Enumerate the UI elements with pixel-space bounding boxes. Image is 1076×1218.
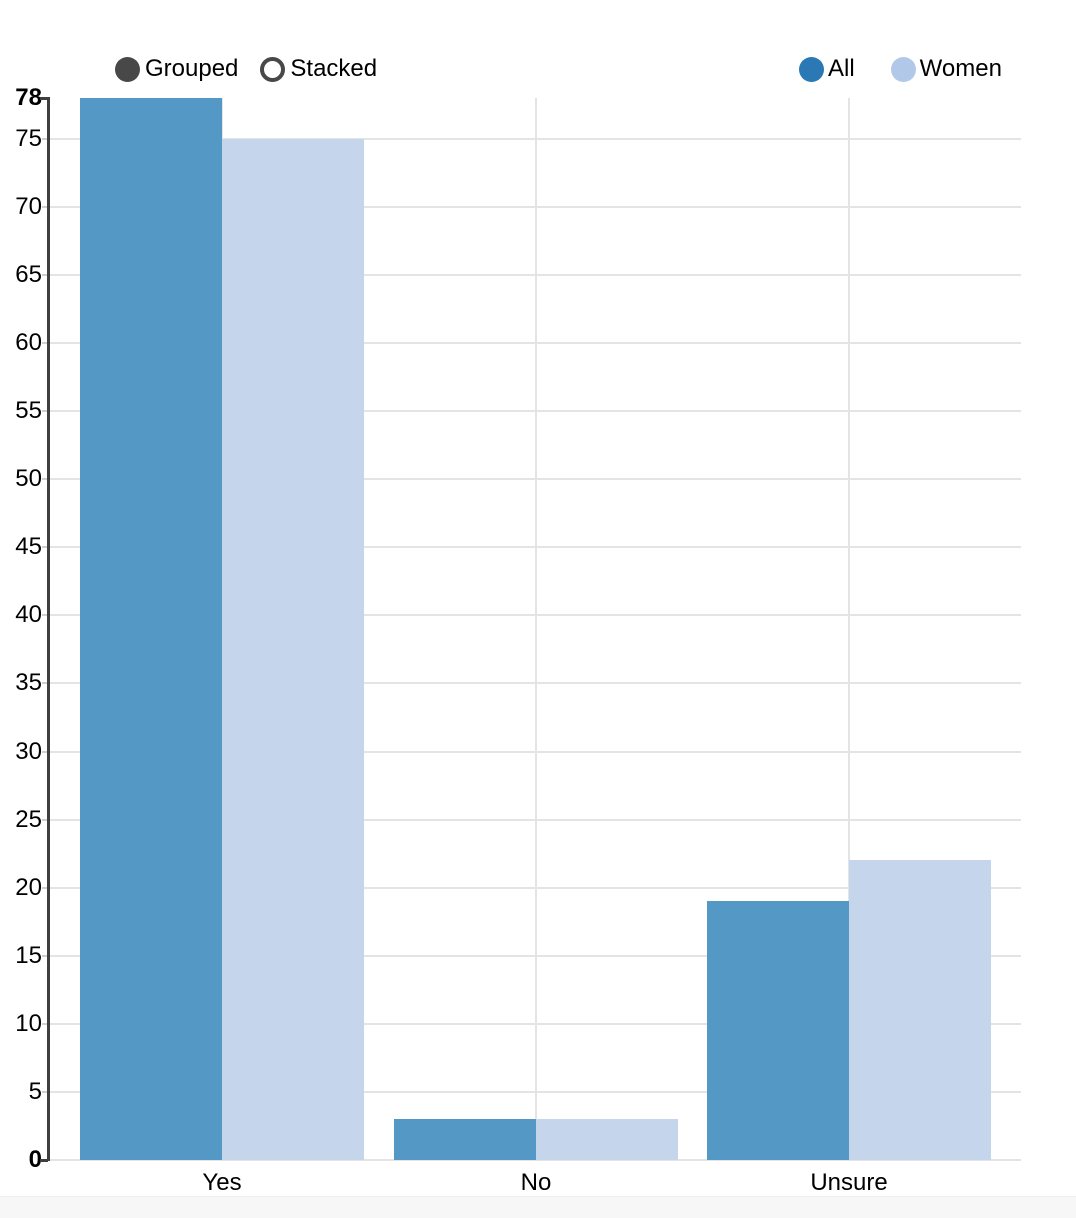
radio-grouped-label[interactable]: Grouped [145, 55, 239, 82]
y-axis-label-65: 65 [15, 261, 42, 288]
y-axis-label-50: 50 [15, 465, 42, 493]
legend-swatch-all-icon [799, 56, 824, 82]
y-axis-label-0: 0 [28, 1146, 42, 1173]
y-axis-label-15: 15 [15, 941, 42, 969]
y-axis-label-25: 25 [15, 805, 42, 833]
y-axis-tick-5 [42, 1090, 48, 1093]
gridline-x-no [535, 98, 537, 1160]
y-axis-tick-40 [42, 614, 48, 617]
legend-swatch-women-icon [890, 56, 916, 82]
legend-label-all: All [828, 55, 855, 82]
y-axis-line [47, 97, 50, 1161]
y-axis-tick-70 [42, 205, 48, 208]
legend-item-all[interactable]: All [799, 56, 855, 82]
y-axis-label-30: 30 [15, 737, 42, 765]
y-axis-label-40: 40 [15, 601, 42, 629]
y-axis-tick-30 [42, 750, 48, 753]
bar-all-no[interactable] [394, 1119, 536, 1160]
radio-stacked-icon[interactable] [260, 56, 286, 82]
y-axis-label-75: 75 [15, 124, 42, 152]
gridline-y-0 [50, 1159, 1021, 1161]
y-axis-tick-25 [42, 818, 48, 821]
y-axis-tick-55 [42, 410, 48, 413]
x-axis-label-no: No [520, 1169, 552, 1196]
y-axis-label-5: 5 [28, 1077, 42, 1105]
radio-stacked[interactable]: Stacked [260, 56, 377, 82]
y-axis-tick-65 [42, 274, 48, 276]
chart-type-controls: Grouped Stacked [115, 56, 377, 82]
y-axis-label-55: 55 [15, 397, 42, 425]
y-axis-tick-75 [42, 137, 48, 140]
y-axis-label-35: 35 [15, 669, 42, 697]
x-axis-label-yes: Yes [202, 1169, 242, 1196]
legend: All Women [799, 56, 1002, 82]
legend-item-women[interactable]: Women [890, 55, 1002, 82]
legend-label-women: Women [919, 55, 1002, 82]
y-axis-tick-0 [40, 1159, 48, 1162]
footer-band [0, 1196, 1076, 1218]
radio-grouped-icon[interactable] [115, 56, 140, 82]
gridline-x-unsure [848, 98, 850, 1160]
y-axis-tick-78 [40, 97, 48, 100]
y-axis-tick-50 [42, 478, 48, 481]
y-axis-tick-60 [42, 342, 48, 345]
y-axis-label-10: 10 [15, 1009, 42, 1037]
bar-all-unsure[interactable] [707, 901, 849, 1160]
x-axis-label-unsure: Unsure [810, 1169, 888, 1196]
y-axis-label-60: 60 [15, 329, 42, 357]
y-axis-label-70: 70 [15, 192, 42, 220]
y-axis-label-45: 45 [15, 533, 42, 561]
y-axis-tick-10 [42, 1022, 48, 1025]
y-axis-tick-15 [42, 954, 48, 957]
y-axis-tick-35 [42, 682, 48, 685]
bar-women-unsure[interactable] [849, 860, 991, 1160]
y-axis-tick-20 [42, 886, 48, 889]
bar-all-yes[interactable] [80, 98, 222, 1160]
bar-women-no[interactable] [536, 1119, 678, 1160]
y-axis-label-78: 78 [15, 84, 42, 111]
radio-stacked-label[interactable]: Stacked [290, 55, 378, 82]
bar-women-yes[interactable] [222, 138, 364, 1160]
y-axis-label-20: 20 [15, 873, 42, 901]
y-axis-tick-45 [42, 546, 48, 549]
radio-grouped[interactable]: Grouped [115, 56, 238, 82]
